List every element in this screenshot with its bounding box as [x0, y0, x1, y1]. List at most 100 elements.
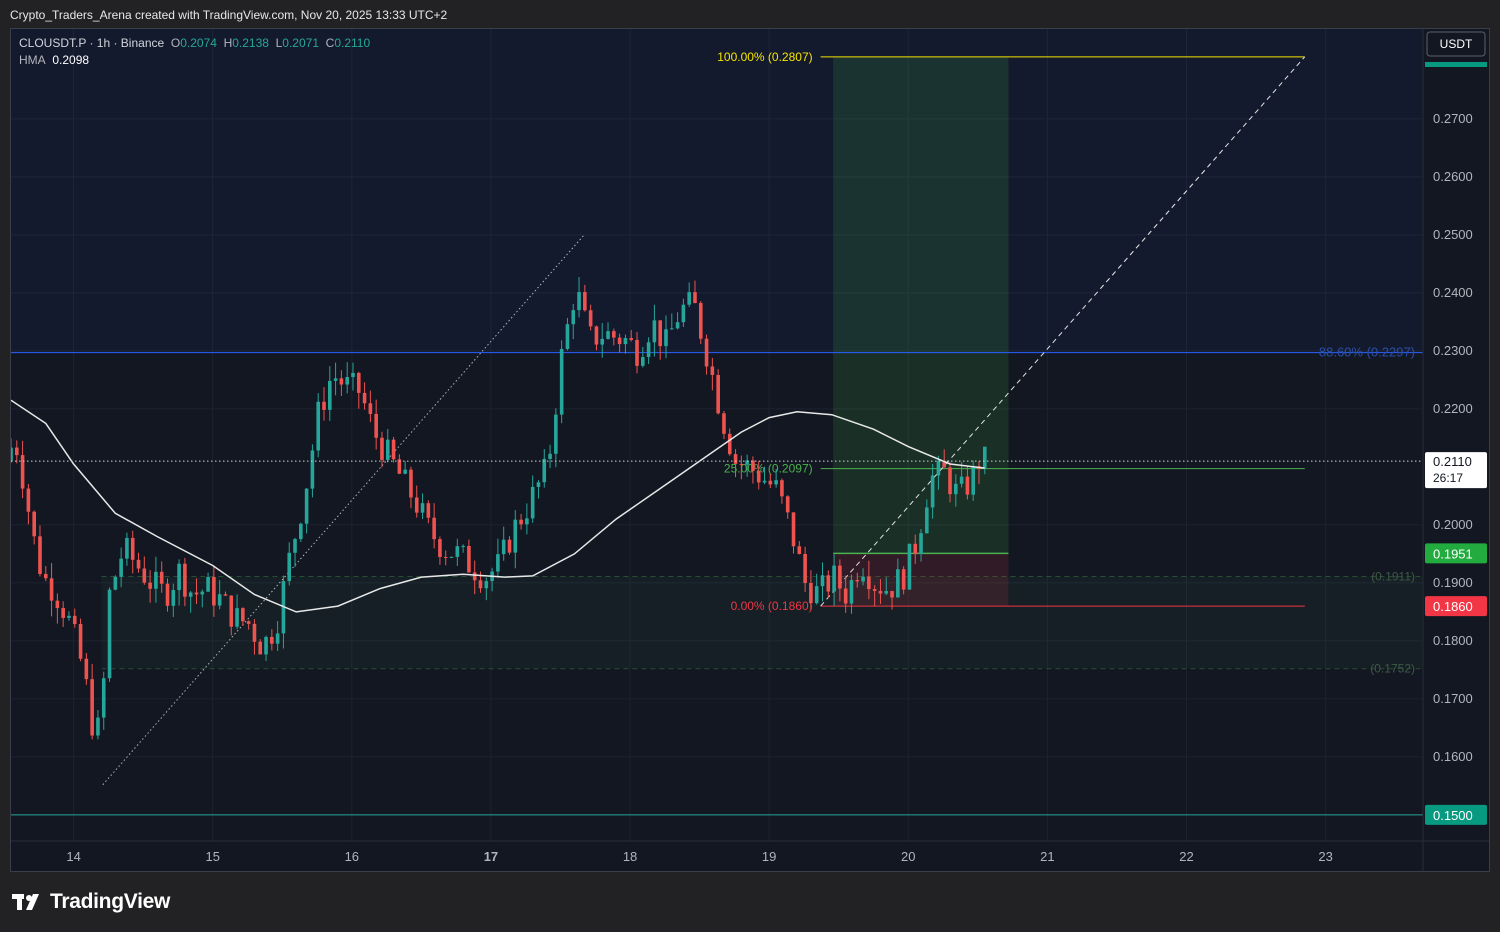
tradingview-logo[interactable]: TradingView [12, 890, 170, 914]
hma-value: 0.2098 [52, 53, 90, 67]
candle-body [403, 469, 407, 474]
candle-body [55, 600, 60, 609]
candle-body [664, 329, 668, 347]
candle-body [107, 589, 112, 679]
candle-body [212, 577, 216, 606]
x-tick-label: 19 [762, 849, 776, 864]
x-tick-label: 16 [345, 849, 359, 864]
low-label: L [275, 36, 283, 50]
candle-body [768, 480, 773, 485]
candle-body [345, 377, 349, 385]
price-tag-value: 0.1500 [1433, 808, 1473, 823]
y-tick-label: 0.1600 [1433, 749, 1473, 764]
candle-body [907, 543, 912, 590]
candle-body [420, 503, 425, 513]
candle-body [264, 636, 268, 655]
candle-body [252, 623, 257, 642]
support-zone [101, 576, 1424, 669]
candle-body [385, 439, 390, 460]
candle-body [200, 591, 205, 595]
currency-label: USDT [1440, 37, 1473, 51]
candle-body [148, 582, 152, 589]
candle-body [704, 338, 709, 367]
candle-body [270, 636, 274, 644]
candle-body [206, 577, 210, 592]
tradingview-brand: TradingView [50, 890, 171, 913]
x-tick-label: 17 [484, 849, 498, 864]
candle-body [20, 455, 25, 489]
candle-body [299, 523, 303, 540]
candle-body [507, 539, 512, 553]
candle-body [745, 460, 749, 465]
candle-body [322, 401, 326, 410]
candle-countdown: 26:17 [1433, 471, 1463, 485]
hma-label: HMA [19, 53, 46, 67]
candle-body [26, 488, 31, 512]
candle-body [803, 553, 807, 583]
symbol-label[interactable]: CLOUSDT.P · 1h · Binance [19, 36, 165, 50]
x-tick-label: 20 [901, 849, 915, 864]
candle-body [930, 475, 935, 508]
fib-level-label: 100.00% (0.2807) [717, 50, 812, 64]
candle-body [629, 338, 634, 340]
candle-body [954, 483, 958, 495]
candle-body [310, 450, 315, 489]
candle-body [183, 563, 187, 597]
candle-body [919, 533, 923, 554]
candle-body [461, 545, 465, 547]
candle-body [159, 571, 164, 584]
candle-body [397, 459, 402, 474]
candle-body [293, 539, 297, 553]
candle-body [443, 556, 448, 558]
candle-body [258, 641, 263, 655]
candle-body [316, 401, 321, 451]
candle-body [612, 331, 616, 338]
candle-body [142, 568, 147, 583]
y-tick-label: 0.2300 [1433, 343, 1473, 358]
price-axis [1423, 29, 1489, 871]
y-tick-label: 0.2200 [1433, 401, 1473, 416]
price-tag [1425, 596, 1487, 617]
candle-body [374, 413, 378, 438]
candle-body [867, 576, 871, 590]
high-value: 0.2138 [232, 36, 269, 50]
candle-body [774, 480, 778, 485]
candle-body [194, 592, 199, 595]
open-value: 0.2074 [180, 36, 217, 50]
candle-body [177, 563, 181, 591]
candle-body [559, 348, 564, 415]
fib-level-label: 0.00% (0.1860) [731, 599, 813, 613]
candle-body [356, 372, 361, 393]
candle-body [843, 588, 848, 604]
candle-body [814, 586, 819, 604]
support-zone-bottom-label: (0.1752) [1370, 662, 1415, 676]
candle-body [849, 580, 854, 604]
candle-body [791, 512, 796, 547]
close-value: 0.2110 [334, 36, 371, 50]
open-label: O [170, 36, 181, 50]
candle-body [693, 292, 697, 304]
candle-body [832, 565, 836, 592]
candle-body [235, 608, 239, 627]
candle-body [513, 519, 518, 553]
candle-body [223, 594, 228, 596]
candle-body [727, 433, 732, 455]
candle-body [113, 576, 118, 590]
candle-body [716, 374, 720, 414]
chart-credit: Crypto_Traders_Arena created with Tradin… [0, 0, 1500, 30]
candle-body [959, 476, 964, 484]
candle-body [478, 580, 483, 589]
price-tag-value: 0.1951 [1433, 546, 1473, 561]
candle-body [14, 447, 19, 456]
candle-body [136, 559, 141, 569]
candle-body [942, 460, 947, 468]
candle-body [617, 337, 622, 345]
candle-body [362, 392, 367, 404]
y-tick-label: 0.2400 [1433, 285, 1473, 300]
candle-body [61, 608, 65, 618]
price-chart[interactable]: (0.1911) (0.1752) 88.60% (0.2297) 100.00% (… [11, 29, 1490, 872]
price-tag [1425, 804, 1487, 825]
candle-body [965, 476, 970, 495]
currency-button [1426, 31, 1486, 57]
candle-body [577, 292, 581, 311]
